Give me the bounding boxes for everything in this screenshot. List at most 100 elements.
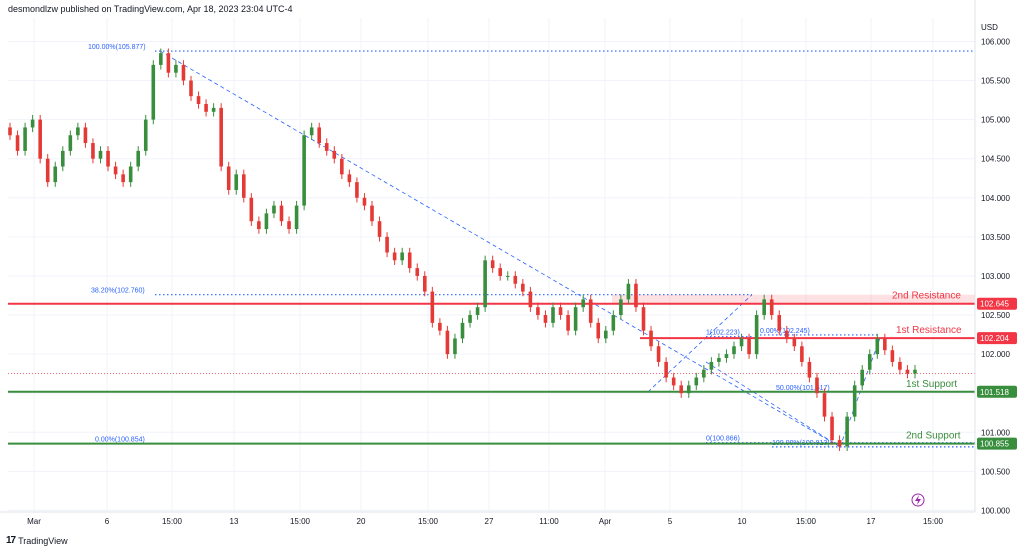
candle-body [513,275,518,284]
y-tick-label: 104.000 [981,194,1010,203]
candle-body [38,119,42,159]
x-tick-label: 15:00 [290,517,311,526]
candle-body [302,135,306,206]
candle-body [98,150,103,159]
candle-body [385,236,389,253]
candle-body [241,174,246,198]
candle-body [400,252,404,261]
candle-body [453,338,457,355]
candle-body [656,346,661,362]
y-tick-label: 103.000 [981,272,1010,281]
y-tick-label: 106.000 [981,37,1010,46]
candle-body [875,338,880,355]
candle-body [83,127,88,144]
x-tick-label: 17 [867,517,876,526]
level-price-label: 102.204 [980,334,1009,343]
candle-body [438,322,442,331]
fib-level-label: 50.00%(101.517) [776,385,830,392]
fib-level-label: 0.00%(100.854) [95,437,145,444]
candle-body [249,197,254,222]
candle-body [890,350,895,362]
candle-body [792,338,797,347]
candle-body [845,416,849,447]
candle-body [611,315,616,331]
candle-body [686,385,691,394]
candle-body [898,361,902,370]
y-tick-label: 102.500 [981,311,1010,320]
candle-body [641,307,646,331]
candle-body [151,64,156,120]
candle-body [754,315,759,355]
candle-body [709,361,714,370]
candle-body [143,119,148,151]
candle-body [536,307,540,316]
y-tick-label: 100.500 [981,467,1010,476]
candle-body [430,291,435,323]
candle-body [573,307,578,331]
candle-body [777,315,782,331]
candle-body [724,354,729,359]
candle-body [747,338,751,355]
candle-body [702,369,706,378]
level-name-label: 1st Resistance [896,325,962,336]
candle-body [626,283,631,300]
candle-body [324,143,329,151]
tradingview-logo[interactable]: 17 TradingView [6,535,68,546]
candle-body [53,166,58,183]
candle-body [694,377,699,386]
candle-body [822,393,827,417]
axis-layer: USD 106.000 105.500 105.000 104.500 104.000 10… [0,0,1017,526]
candle-body [415,268,420,276]
candle-body [860,369,865,386]
candle-body [558,307,563,316]
candle-body [596,322,601,339]
y-tick-label: 101.000 [981,428,1010,437]
candle-body [551,307,555,323]
candle-body [634,283,638,308]
candle-body [279,205,284,222]
candle-body [867,354,872,370]
candle-body [913,369,917,374]
candle-body [189,80,193,97]
fib-trend-line [705,361,841,448]
candle-body [815,377,819,394]
level-price-label: 102.645 [980,300,1009,309]
candle-body [445,330,450,355]
x-tick-label: 15:00 [162,517,183,526]
fib-trend-line [159,50,841,448]
candle-body [196,96,201,104]
candle-body [272,205,276,214]
level-price-label: 101.518 [980,388,1009,397]
candle-body [603,330,608,339]
candle-body [717,358,721,362]
candle-body [355,182,359,198]
candle-body [762,299,766,316]
candle-body [257,221,261,230]
candle-body [505,275,510,277]
y-tick-label: 104.500 [981,155,1010,164]
candle-body [362,197,367,206]
candle-body [468,315,472,323]
x-tick-label: Mar [27,517,41,526]
candle-body [317,127,322,144]
candle-body [800,346,804,362]
candle-body [8,127,12,136]
candle-body [883,338,887,351]
candle-body [15,135,20,151]
fib-level-label: 0(100.866) [706,436,740,443]
y-tick-label: 100.000 [981,506,1010,515]
candle-body [460,322,465,339]
grid-layer [8,18,975,512]
candle-body [769,299,774,316]
candle-body [136,150,141,167]
candle-body [807,361,812,378]
candle-body [581,299,585,308]
candle-body [204,103,208,112]
tradingview-mark-icon: 17 [6,535,16,546]
fib-level-label: 100.00%(105.877) [88,44,146,51]
candle-body [377,221,382,237]
candle-body [264,213,269,230]
y-tick-label: 103.500 [981,233,1010,242]
